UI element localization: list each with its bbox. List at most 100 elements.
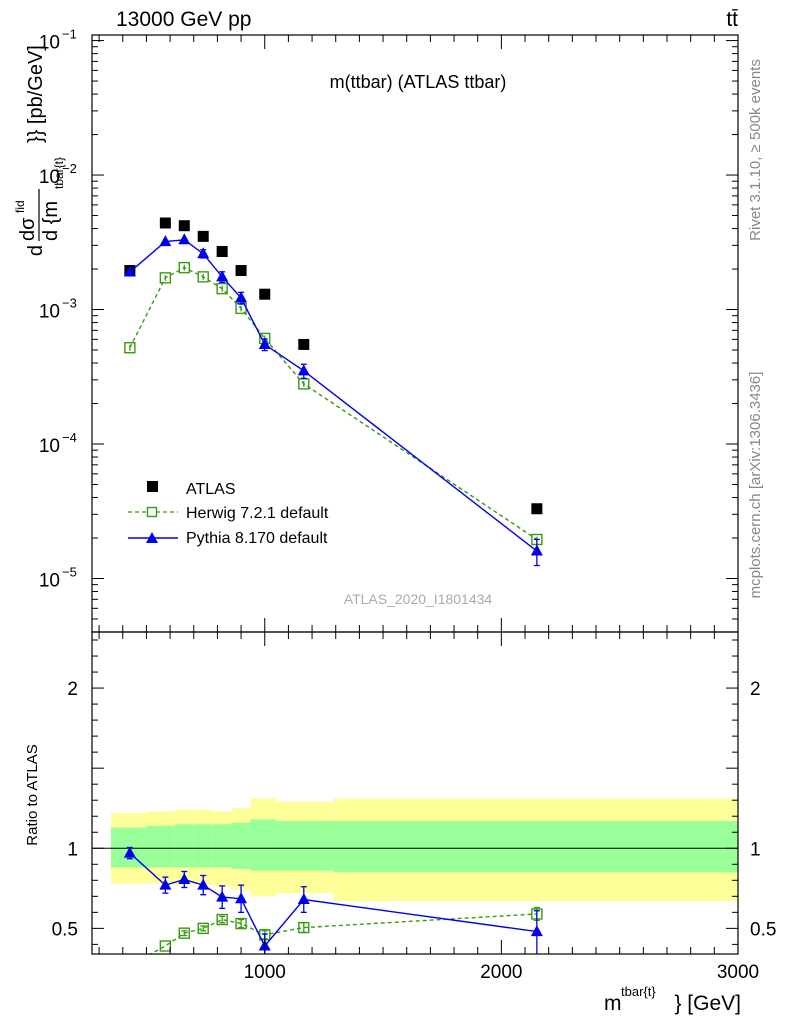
legend-herwig-marker (146, 506, 158, 518)
main-y-ticks: 10−510−410−310−210−1 (39, 27, 738, 633)
analysis-label: ATLAS_2020_I1801434 (344, 591, 493, 607)
data-point-herwig (178, 261, 190, 274)
ratio-bands (92, 798, 738, 902)
ratio-y-ticks: 0.5 0.5 1 1 2 2 (52, 639, 776, 945)
data-point-pythia (235, 892, 248, 904)
main-y-tick-exponent: −2 (62, 161, 77, 176)
data-point-pythia (530, 925, 543, 937)
data-point-pythia (235, 291, 248, 303)
data-point-herwig (124, 342, 136, 354)
data-point-pythia (216, 270, 229, 282)
legend-pythia-marker (146, 532, 158, 543)
main-panel: 10−510−410−310−210−1 m(ttbar) (ATLAS ttb… (13, 27, 739, 633)
main-y-tick-exponent: −1 (62, 27, 77, 42)
ratio-y-tick-label-right: 0.5 (750, 919, 776, 940)
ratio-band-stat (250, 819, 277, 871)
ratio-y-tick-label-right: 2 (750, 679, 761, 700)
data-point-atlas (216, 246, 228, 258)
ratio-band-stat (174, 824, 194, 868)
ratio-marks (123, 846, 543, 970)
mcplots-label: mcplots.cern.ch [arXiv:1306.3436] (747, 372, 764, 599)
ratio-y-axis-label: Ratio to ATLAS (24, 744, 41, 845)
ratio-band-stat (276, 821, 334, 871)
main-y-tick-exponent: −4 (62, 430, 77, 445)
main-y-tick-label: 10 (39, 167, 60, 188)
legend: ATLAS Herwig 7.2.1 default Pythia 8.170 … (128, 481, 329, 547)
data-point-herwig (235, 917, 247, 930)
xlabel-sup: tbar{t} (621, 984, 656, 999)
x-axis-label: m tbar{t} } [GeV] (604, 984, 741, 1015)
ylabel-den: d {m (40, 201, 62, 241)
data-point-pythia (123, 265, 136, 277)
data-point-pythia (530, 544, 543, 556)
xlabel-m: m (604, 992, 622, 1015)
data-point-atlas (259, 288, 271, 300)
data-point-herwig (298, 921, 310, 934)
main-y-tick-label: 10 (39, 33, 60, 54)
data-point-atlas (197, 230, 209, 242)
ylabel-fid: fid (13, 200, 27, 213)
ratio-line-herwig (149, 913, 537, 954)
ratio-band-stat (193, 824, 213, 868)
ratio-y-tick-label-right: 1 (750, 839, 761, 860)
main-y-tick-exponent: −3 (62, 296, 77, 311)
data-point-atlas (159, 217, 171, 229)
main-y-axis-label: d dσ fid d {m tbar{t} }} [pb/GeV] (13, 45, 66, 256)
legend-pythia-label: Pythia 8.170 default (186, 530, 328, 547)
data-point-atlas (531, 503, 543, 515)
data-point-pythia (197, 878, 210, 890)
data-point-pythia (178, 233, 191, 245)
ylabel-sigma: dσ (17, 217, 39, 241)
data-point-herwig (159, 940, 172, 952)
ratio-y-tick-label-left: 2 (67, 679, 78, 700)
data-point-herwig (197, 922, 209, 935)
data-point-pythia (297, 893, 310, 905)
data-point-atlas (235, 265, 247, 277)
ratio-series-group (123, 846, 543, 970)
data-point-herwig (125, 960, 135, 970)
data-point-herwig (216, 913, 228, 926)
ratio-band-stat (231, 822, 251, 870)
x-tick-label: 3000 (717, 962, 759, 983)
data-point-pythia (258, 337, 271, 349)
legend-atlas-marker (147, 481, 158, 492)
legend-herwig-label: Herwig 7.2.1 default (186, 505, 329, 522)
x-tick-label: 2000 (480, 962, 522, 983)
header-left-label: 13000 GeV pp (116, 8, 251, 31)
data-point-pythia (123, 846, 136, 858)
ratio-y-tick-label-left: 0.5 (52, 919, 78, 940)
data-point-herwig (178, 927, 190, 939)
data-point-herwig (197, 271, 209, 283)
data-point-atlas (178, 220, 190, 232)
data-point-herwig (159, 272, 172, 284)
data-point-pythia (159, 878, 172, 890)
ylabel-units: }} [pb/GeV] (25, 45, 47, 143)
main-y-tick-label: 10 (39, 302, 60, 323)
ratio-band-stat (146, 825, 175, 868)
series-line-herwig (129, 266, 538, 541)
ratio-x-ticks: 1000 2000 3000 (98, 632, 759, 983)
data-point-herwig (216, 282, 228, 295)
main-x-ticks (98, 35, 739, 632)
legend-atlas-label: ATLAS (186, 481, 236, 498)
ylabel-den-sub: tbar{t} (52, 157, 66, 189)
rivet-label: Rivet 3.1.10, ≥ 500k events (747, 59, 764, 241)
data-point-pythia (178, 873, 191, 885)
data-point-pythia (197, 247, 210, 259)
ratio-y-tick-label-left: 1 (67, 839, 78, 860)
header-right-label: tt̄ (726, 8, 738, 31)
data-point-pythia (159, 235, 172, 247)
chart-title: m(ttbar) (ATLAS ttbar) (330, 72, 507, 92)
main-marks (123, 217, 543, 567)
ratio-band-stat (212, 824, 232, 868)
ratio-frame (91, 631, 739, 955)
main-y-tick-label: 10 (39, 436, 60, 457)
xlabel-units: } [GeV] (674, 992, 741, 1015)
x-tick-label: 1000 (244, 962, 286, 983)
ratio-panel: 0.5 0.5 1 1 2 2 1000 2000 3000 Ratio to ATLAS m… (24, 631, 776, 1015)
data-point-pythia (297, 364, 310, 376)
main-y-tick-label: 10 (39, 570, 60, 591)
data-point-pythia (216, 890, 229, 902)
main-y-tick-exponent: −5 (62, 564, 77, 579)
